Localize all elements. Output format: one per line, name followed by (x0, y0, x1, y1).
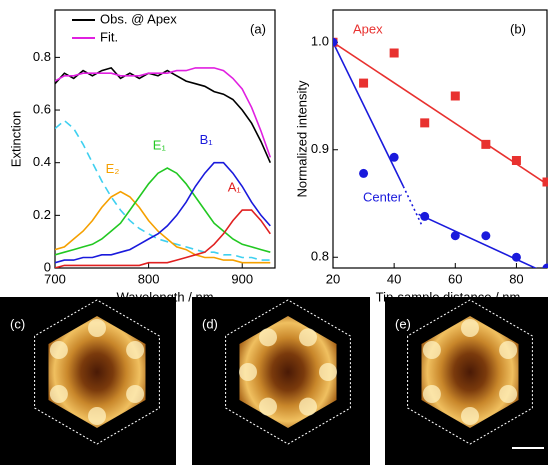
plot-area (55, 68, 270, 268)
data-point (512, 156, 521, 165)
data-point (390, 153, 399, 162)
bright-spot (499, 385, 517, 403)
data-point (481, 140, 490, 149)
figure: 70080090000.20.40.60.8Wavelength / nmExt… (0, 0, 548, 465)
panel-label: (b) (510, 21, 526, 36)
data-point (543, 178, 548, 187)
bright-spot (319, 363, 337, 381)
bright-spot (423, 341, 441, 359)
bright-spot (299, 328, 317, 346)
x-tick-label: 80 (509, 271, 523, 286)
spectrum-line (55, 163, 270, 263)
curve-label: E₂ (106, 161, 120, 176)
image-label: (e) (395, 316, 411, 331)
data-point (420, 212, 429, 221)
image-label: (d) (202, 316, 218, 331)
plot-area (329, 38, 548, 274)
bright-spot (259, 398, 277, 416)
y-tick-label: 0.8 (33, 49, 51, 64)
x-tick-label: 800 (138, 271, 160, 286)
bright-spot (423, 385, 441, 403)
bright-spot (239, 363, 257, 381)
bright-spot (461, 407, 479, 425)
y-axis-label: Extinction (8, 111, 23, 167)
y-tick-label: 0.4 (33, 154, 51, 169)
bright-spot (499, 341, 517, 359)
bright-spot (259, 328, 277, 346)
image-label: (c) (10, 316, 25, 331)
bright-spot (299, 398, 317, 416)
y-tick-label: 0.2 (33, 207, 51, 222)
data-point (359, 79, 368, 88)
fit-line (419, 214, 547, 273)
afm-image: (c) (0, 297, 176, 465)
legend-label: Fit. (100, 29, 118, 44)
data-point (481, 231, 490, 240)
spectrum-line (55, 210, 270, 268)
spectrum-line (55, 192, 270, 263)
fit-line (333, 42, 403, 186)
plot-frame (333, 10, 547, 268)
data-point (451, 231, 460, 240)
curve-label: B₁ (200, 132, 214, 147)
x-tick-label: 40 (387, 271, 401, 286)
fit-line (403, 186, 421, 225)
bright-spot (88, 407, 106, 425)
y-axis-label: Normalized intensity (294, 80, 309, 198)
y-tick-label: 0.6 (33, 101, 51, 116)
data-point (451, 92, 460, 101)
bright-spot (126, 341, 144, 359)
bright-spot (50, 341, 68, 359)
x-tick-label: 900 (231, 271, 253, 286)
bright-spot (461, 319, 479, 337)
y-tick-label: 0 (44, 259, 51, 274)
y-tick-label: 0.9 (311, 141, 329, 156)
curve-label: A₁ (228, 180, 242, 195)
afm-image: (d) (192, 297, 370, 465)
panel-label: (a) (250, 21, 266, 36)
bright-spot (50, 385, 68, 403)
data-point (420, 118, 429, 127)
afm-image: (e) (385, 297, 548, 465)
legend-label: Obs. @ Apex (100, 11, 177, 26)
data-point (390, 49, 399, 58)
data-point (359, 169, 368, 178)
data-point (329, 38, 338, 47)
x-tick-label: 20 (326, 271, 340, 286)
curve-label: E₁ (153, 137, 167, 152)
y-tick-label: 0.8 (311, 249, 329, 264)
data-point (543, 264, 548, 273)
bright-spot (88, 319, 106, 337)
bright-spot (126, 385, 144, 403)
x-tick-label: 60 (448, 271, 462, 286)
data-point (512, 253, 521, 262)
series-label: Center (363, 189, 403, 204)
series-label: Apex (353, 21, 383, 36)
y-tick-label: 1.0 (311, 34, 329, 49)
